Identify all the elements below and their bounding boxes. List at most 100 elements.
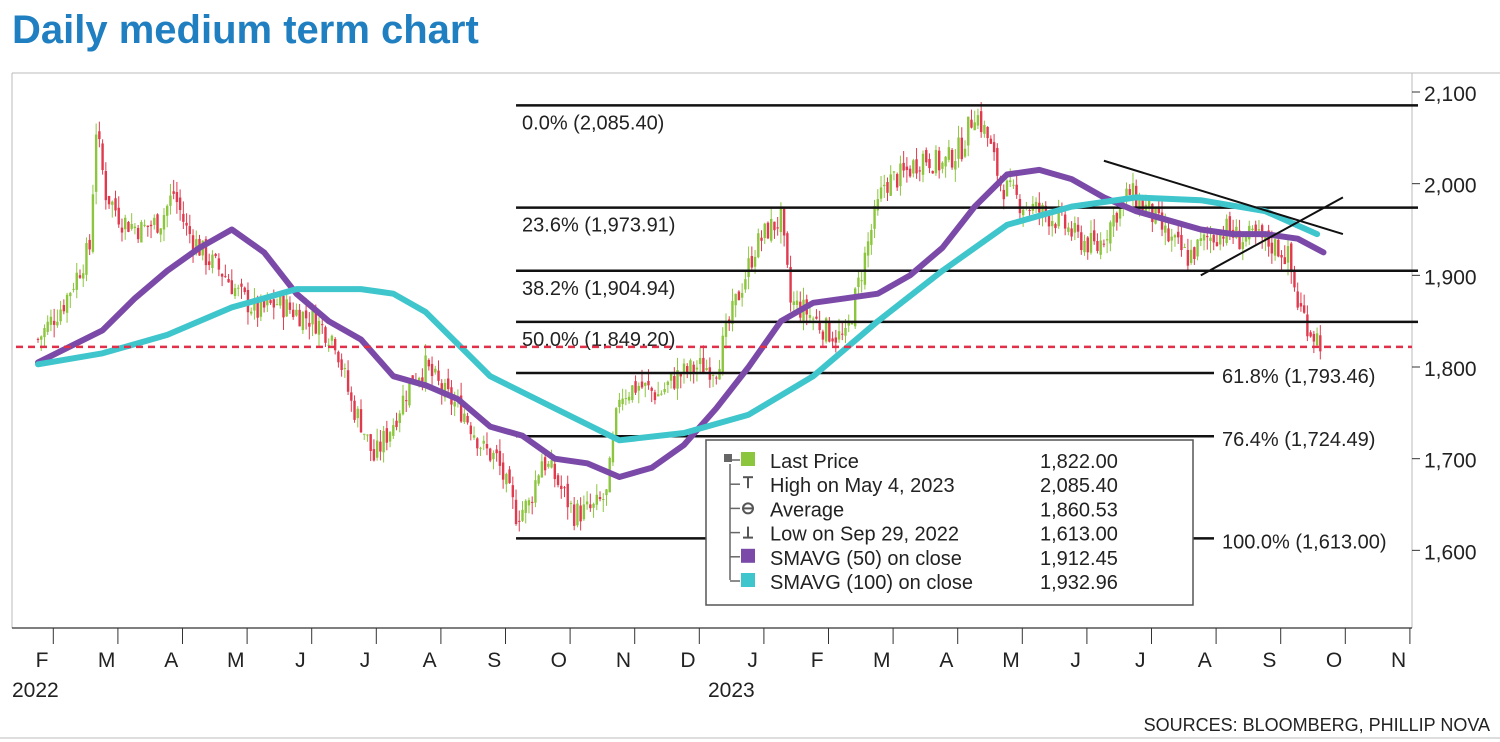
legend-value: 1,822.00 bbox=[1040, 451, 1118, 473]
candle-body bbox=[905, 166, 909, 171]
candle-body bbox=[1112, 215, 1115, 227]
candle-body bbox=[821, 331, 825, 340]
candle-body bbox=[1212, 235, 1215, 243]
candle-body bbox=[795, 300, 799, 305]
candle-body bbox=[98, 131, 101, 140]
candle-body bbox=[737, 291, 741, 301]
candle-body bbox=[1054, 224, 1057, 229]
x-month-label: A bbox=[939, 649, 953, 672]
candle-body bbox=[1147, 200, 1151, 209]
candle-body bbox=[417, 377, 421, 382]
candle-body bbox=[311, 310, 314, 325]
candle-body bbox=[249, 311, 253, 314]
candle-body bbox=[1215, 242, 1219, 247]
candle-body bbox=[214, 254, 217, 257]
candle-body bbox=[1028, 210, 1031, 212]
candle-body bbox=[1222, 236, 1225, 239]
candle-body bbox=[621, 398, 624, 405]
fib-label: 50.0% (1,849.20) bbox=[522, 329, 675, 351]
candle-body bbox=[850, 322, 854, 325]
candle-body bbox=[489, 448, 492, 461]
candle-body bbox=[773, 221, 776, 231]
candle-body bbox=[828, 321, 831, 342]
x-month-label: O bbox=[1326, 649, 1342, 672]
candle-body bbox=[330, 335, 334, 341]
candle-body bbox=[1218, 232, 1222, 245]
y-tick-label: 1,900 bbox=[1424, 266, 1477, 289]
candle-body bbox=[1257, 229, 1261, 231]
candle-body bbox=[424, 355, 427, 384]
candle-body bbox=[388, 432, 392, 442]
candle-body bbox=[986, 126, 989, 139]
candle-body bbox=[1196, 239, 1199, 257]
candle-body bbox=[585, 501, 589, 505]
candle-body bbox=[931, 170, 934, 174]
candle-body bbox=[498, 450, 502, 466]
candle-body bbox=[1083, 240, 1086, 253]
candle-body bbox=[1280, 255, 1283, 258]
candle-body bbox=[430, 363, 434, 377]
candle-body bbox=[886, 182, 889, 193]
trendline bbox=[1103, 159, 1344, 236]
candle-body bbox=[272, 299, 275, 308]
candle-body bbox=[1286, 246, 1290, 263]
candle-body bbox=[973, 122, 976, 131]
candle-body bbox=[537, 475, 540, 484]
candle-body bbox=[130, 223, 133, 229]
candle-body bbox=[611, 437, 615, 463]
candle-body bbox=[521, 509, 524, 521]
candle-body bbox=[572, 504, 576, 526]
candle-body bbox=[598, 497, 602, 500]
candle-body bbox=[185, 222, 188, 226]
candle-body bbox=[873, 206, 876, 229]
candle-body bbox=[156, 214, 159, 233]
candle-body bbox=[950, 149, 954, 168]
candle-body bbox=[957, 137, 960, 159]
candle-body bbox=[1044, 205, 1047, 215]
candle-body bbox=[934, 149, 938, 174]
candle-body bbox=[918, 170, 921, 172]
candle-body bbox=[120, 227, 124, 233]
candle-body bbox=[1118, 203, 1122, 219]
candle-body bbox=[1131, 183, 1135, 200]
candle-body bbox=[1125, 188, 1128, 198]
x-month-label: A bbox=[164, 649, 178, 672]
candle-body bbox=[582, 504, 586, 520]
candle-body bbox=[191, 235, 195, 251]
candle-body bbox=[230, 280, 233, 295]
candle-body bbox=[295, 309, 298, 316]
candle-body bbox=[291, 309, 295, 318]
candle-body bbox=[634, 381, 637, 393]
candle-body bbox=[750, 256, 754, 268]
candle-body bbox=[233, 288, 237, 297]
candle-body bbox=[1173, 235, 1177, 238]
x-month-label: A bbox=[423, 649, 437, 672]
candle-body bbox=[941, 162, 944, 169]
candle-body bbox=[240, 283, 243, 287]
candle-body bbox=[663, 388, 666, 393]
legend-swatch bbox=[741, 573, 755, 587]
candle-body bbox=[133, 226, 137, 229]
candle-body bbox=[1273, 239, 1277, 256]
candle-body bbox=[169, 195, 172, 206]
candle-body bbox=[902, 162, 905, 171]
candle-body bbox=[860, 280, 863, 282]
candle-body bbox=[560, 485, 563, 489]
candle-body bbox=[253, 298, 256, 311]
candle-body bbox=[744, 279, 747, 290]
candle-body bbox=[182, 213, 185, 222]
candle-body bbox=[760, 237, 763, 241]
x-month-label: M bbox=[873, 649, 891, 672]
candle-body bbox=[996, 147, 999, 176]
candle-body bbox=[1167, 228, 1170, 242]
candle-body bbox=[679, 374, 682, 377]
candle-body bbox=[689, 360, 692, 372]
candle-body bbox=[359, 409, 363, 433]
candle-body bbox=[1312, 333, 1316, 342]
candle-body bbox=[1005, 180, 1009, 197]
candle-body bbox=[763, 223, 766, 239]
candle-body bbox=[350, 392, 353, 401]
x-month-label: S bbox=[487, 649, 501, 672]
candle-body bbox=[1021, 209, 1025, 216]
candle-body bbox=[1299, 303, 1303, 307]
